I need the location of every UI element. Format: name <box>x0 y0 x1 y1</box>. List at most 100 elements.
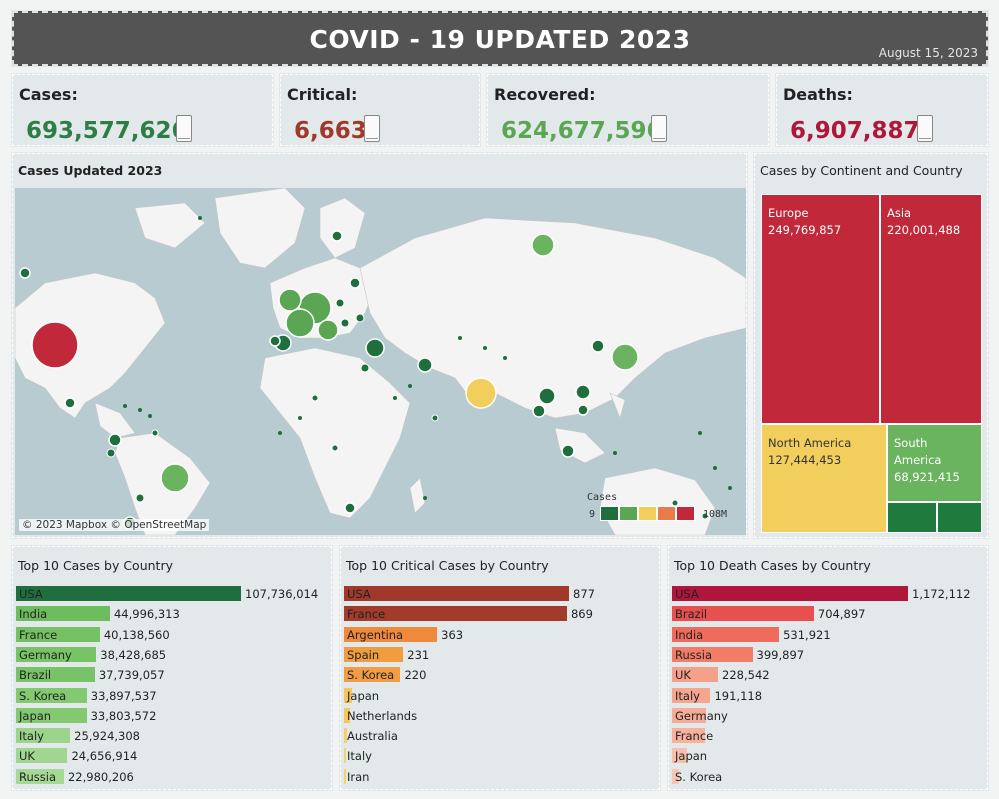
bar-row[interactable]: Italy 191,118 <box>672 687 986 704</box>
bubble-japan <box>611 343 639 371</box>
treemap-africa[interactable] <box>937 502 982 533</box>
bar-row[interactable]: France 40,138,560 <box>16 626 330 643</box>
bar[interactable] <box>16 626 100 642</box>
bar[interactable] <box>344 687 352 703</box>
bar[interactable] <box>344 707 350 723</box>
world-map[interactable]: © 2023 Mapbox © OpenStreetMap Cases 9 10… <box>15 188 746 535</box>
treemap-title: Cases by Continent and Country <box>760 163 963 178</box>
bar-value-label: 40,138,560 <box>103 627 170 642</box>
bar-row[interactable]: Italy <box>344 748 658 764</box>
treemap-south-america[interactable]: South America 68,921,415 <box>887 424 982 502</box>
bar[interactable] <box>672 646 753 662</box>
bar-row[interactable]: Japan 33,803,572 <box>16 707 330 724</box>
bar-category-label: USA <box>19 587 43 601</box>
bar[interactable] <box>16 586 241 601</box>
bubble-south-africa <box>344 502 356 514</box>
treemap-oceania[interactable] <box>887 502 937 533</box>
bar-category-label: Netherlands <box>347 708 418 723</box>
bar-value-label: 228,542 <box>722 668 770 683</box>
kpi-recovered-card: Recovered: 624,677,596 <box>486 73 770 147</box>
bar[interactable] <box>16 667 95 683</box>
kpi-critical-card: Critical: 6,663 <box>279 73 481 147</box>
bar-row[interactable]: Russia 399,897 <box>672 646 986 663</box>
bar[interactable] <box>344 586 569 601</box>
treemap-europe[interactable]: Europe 249,769,857 <box>761 194 880 424</box>
bubble-brazil <box>160 463 190 493</box>
bar-row[interactable]: UK 228,542 <box>672 667 986 683</box>
bar-row[interactable]: France <box>672 728 986 744</box>
bar-value-label: 44,996,313 <box>113 607 180 622</box>
bar-category-label: France <box>675 729 714 744</box>
treemap-asia-value: 220,001,488 <box>887 223 961 237</box>
bubble <box>483 346 487 350</box>
bar-row[interactable]: Japan <box>672 748 986 764</box>
bar-row[interactable]: Brazil 37,739,057 <box>16 667 330 683</box>
bar[interactable] <box>672 707 707 723</box>
bar-row[interactable]: Argentina 363 <box>344 626 658 643</box>
bar-row[interactable]: USA 107,736,014 <box>16 586 330 602</box>
bar[interactable] <box>16 768 64 784</box>
bar[interactable] <box>672 667 719 683</box>
bubble-korea <box>591 339 605 353</box>
bar[interactable] <box>16 606 110 622</box>
treemap-north-america[interactable]: North America 127,444,453 <box>761 424 887 533</box>
bar[interactable] <box>16 707 87 723</box>
bar-row[interactable]: S. Korea 220 <box>344 667 658 683</box>
bar-row[interactable]: India 44,996,313 <box>16 606 330 622</box>
world-map-svg[interactable] <box>15 188 746 535</box>
bar-row[interactable]: USA 877 <box>344 586 658 602</box>
bar[interactable] <box>344 667 401 683</box>
bar[interactable] <box>344 626 438 642</box>
bar-row[interactable]: Germany <box>672 707 986 724</box>
bar-row[interactable]: Germany 38,428,685 <box>16 646 330 663</box>
bar-value-label: 37,739,057 <box>98 668 165 683</box>
map-attribution[interactable]: © 2023 Mapbox © OpenStreetMap <box>19 519 210 531</box>
kpi-cases-value: 693,577,626 <box>26 118 188 144</box>
bar[interactable] <box>672 606 814 622</box>
bar-row[interactable]: Netherlands <box>344 707 658 724</box>
bar-category-label: S. Korea <box>347 668 395 683</box>
bubble <box>713 466 717 470</box>
bar-row[interactable]: Japan <box>344 687 658 704</box>
bar-value-label: 33,803,572 <box>90 708 157 723</box>
bar-row[interactable]: India 531,921 <box>672 626 986 643</box>
bar[interactable] <box>344 728 347 744</box>
bar[interactable] <box>344 646 404 662</box>
kpi-recovered-label: Recovered: <box>494 85 596 104</box>
bar[interactable] <box>16 748 68 764</box>
bar[interactable] <box>16 646 97 662</box>
bar[interactable] <box>344 748 347 764</box>
bar[interactable] <box>344 768 346 784</box>
legend-swatch-3 <box>638 506 657 521</box>
treemap-south-america-name: South America <box>894 436 942 467</box>
bar-row[interactable]: Spain 231 <box>344 646 658 663</box>
treemap-asia[interactable]: Asia 220,001,488 <box>880 194 982 424</box>
bar[interactable] <box>672 768 680 784</box>
bar[interactable] <box>672 728 706 744</box>
bar-row[interactable]: USA 1,172,112 <box>672 586 986 602</box>
bar-value-label: 33,897,537 <box>90 688 157 703</box>
bar-row[interactable]: S. Korea <box>672 768 986 785</box>
bar-row[interactable]: Italy 25,924,308 <box>16 728 330 744</box>
bar-category-label: Iran <box>347 769 370 784</box>
bar[interactable] <box>16 687 87 703</box>
bar-row[interactable]: S. Korea 33,897,537 <box>16 687 330 704</box>
kpi-cases-card: Cases: 693,577,626 <box>11 73 274 147</box>
bar[interactable] <box>672 748 687 764</box>
bar-row[interactable]: UK 24,656,914 <box>16 748 330 764</box>
bar[interactable] <box>16 728 71 744</box>
bubble-colombia <box>108 433 122 447</box>
bar-row[interactable]: France 869 <box>344 606 658 622</box>
bar-row[interactable]: Russia 22,980,206 <box>16 768 330 785</box>
bar-value-label: 191,118 <box>714 688 763 703</box>
bar-row[interactable]: Brazil 704,897 <box>672 606 986 622</box>
bar[interactable] <box>672 586 908 601</box>
bar[interactable] <box>672 626 780 642</box>
bar[interactable] <box>344 606 567 622</box>
bubble <box>138 408 142 412</box>
bar-row[interactable]: Iran <box>344 768 658 785</box>
bubble <box>340 318 350 328</box>
bar-row[interactable]: Australia <box>344 728 658 744</box>
bar[interactable] <box>672 687 711 703</box>
treemap-north-america-value: 127,444,453 <box>768 453 842 467</box>
